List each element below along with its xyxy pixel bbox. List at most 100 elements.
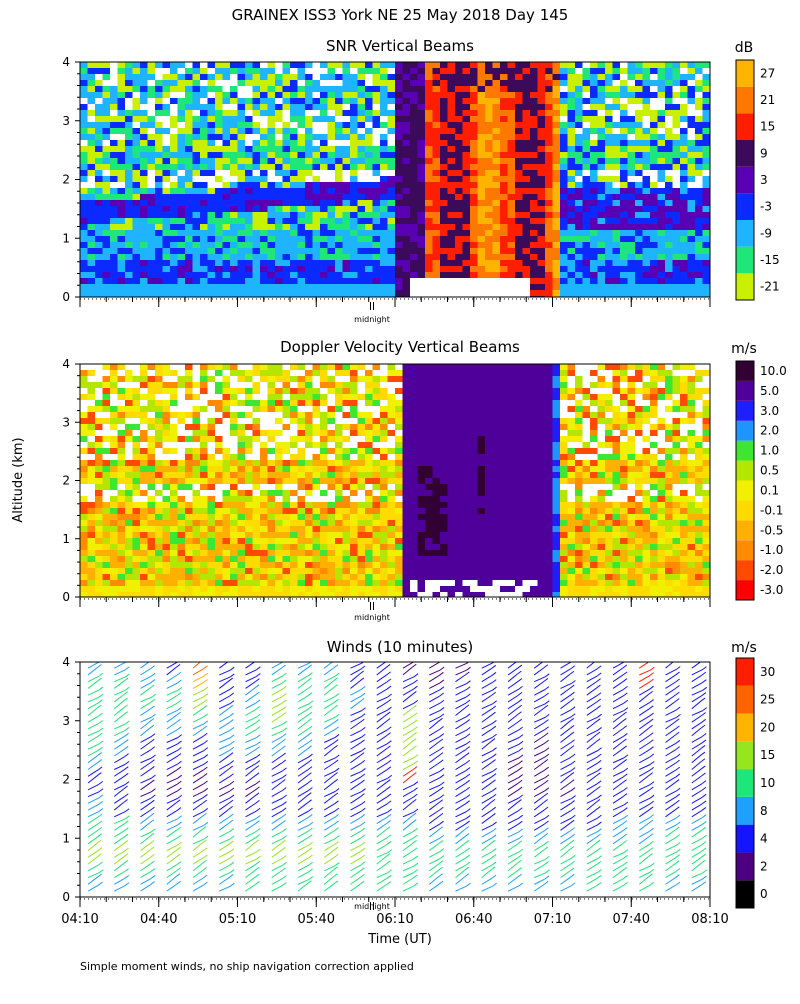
snr-field-cell xyxy=(583,116,591,123)
snr-field-cell xyxy=(590,266,598,273)
doppler-field-cell xyxy=(95,538,103,545)
doppler-field-cell xyxy=(208,532,216,539)
snr-field-cell xyxy=(448,284,456,291)
snr-field-cell xyxy=(703,146,711,153)
snr-field-cell xyxy=(238,200,246,207)
snr-field-cell xyxy=(290,62,298,69)
doppler-field-cell xyxy=(88,586,96,593)
snr-colorbar-label: 21 xyxy=(760,93,775,107)
snr-field-cell xyxy=(650,212,658,219)
doppler-field-cell xyxy=(133,490,141,497)
snr-field-cell xyxy=(403,266,411,273)
snr-field-cell xyxy=(433,266,441,273)
snr-field-cell xyxy=(470,194,478,201)
snr-field-cell xyxy=(695,206,703,213)
doppler-field-cell xyxy=(148,430,156,437)
snr-field-cell xyxy=(350,266,358,273)
snr-field-cell xyxy=(583,170,591,177)
snr-field-cell xyxy=(238,188,246,195)
snr-field-cell xyxy=(305,236,313,243)
snr-field-cell xyxy=(425,200,433,207)
doppler-field-cell xyxy=(88,442,96,449)
doppler-field-cell xyxy=(118,520,126,527)
snr-field-cell xyxy=(80,290,88,297)
snr-field-cell xyxy=(343,128,351,135)
doppler-field-cell xyxy=(260,412,268,419)
snr-field-cell xyxy=(343,122,351,129)
snr-field-cell xyxy=(403,278,411,285)
snr-field-cell xyxy=(110,254,118,261)
snr-field-cell xyxy=(335,116,343,123)
snr-field-cell xyxy=(140,272,148,279)
snr-field-cell xyxy=(628,176,636,183)
snr-field-cell xyxy=(245,110,253,117)
snr-field-cell xyxy=(95,206,103,213)
snr-field-cell xyxy=(185,242,193,249)
snr-field-cell xyxy=(88,116,96,123)
snr-field-cell xyxy=(118,62,126,69)
doppler-field-cell xyxy=(358,496,366,503)
snr-field-cell xyxy=(320,170,328,177)
doppler-field-cell xyxy=(275,538,283,545)
snr-field-cell xyxy=(313,206,321,213)
snr-field-cell xyxy=(508,182,516,189)
snr-field-cell xyxy=(545,224,553,231)
snr-field-cell xyxy=(110,158,118,165)
snr-field-cell xyxy=(350,212,358,219)
snr-field-cell xyxy=(470,110,478,117)
doppler-field-cell xyxy=(200,544,208,551)
snr-field-cell xyxy=(140,158,148,165)
doppler-field-cell xyxy=(320,370,328,377)
doppler-field-cell xyxy=(155,454,163,461)
snr-field-cell xyxy=(313,62,321,69)
snr-field-cell xyxy=(103,254,111,261)
doppler-field-cell xyxy=(343,382,351,389)
snr-field-cell xyxy=(253,86,261,93)
doppler-field-cell xyxy=(343,448,351,455)
doppler-field-cell xyxy=(193,376,201,383)
snr-field-cell xyxy=(515,260,523,267)
snr-field-cell xyxy=(148,92,156,99)
doppler-field-cell xyxy=(110,436,118,443)
snr-field-cell xyxy=(538,266,546,273)
snr-field-cell xyxy=(290,80,298,87)
snr-field-cell xyxy=(448,68,456,75)
snr-field-cell xyxy=(590,230,598,237)
doppler-field-cell xyxy=(200,568,208,575)
snr-field-cell xyxy=(650,116,658,123)
snr-field-cell xyxy=(253,152,261,159)
snr-field-cell xyxy=(230,140,238,147)
snr-field-cell xyxy=(485,146,493,153)
snr-field-cell xyxy=(575,206,583,213)
doppler-field-cell xyxy=(245,376,253,383)
snr-field-cell xyxy=(253,200,261,207)
snr-field-cell xyxy=(170,236,178,243)
snr-field-cell xyxy=(178,224,186,231)
snr-field-cell xyxy=(478,182,486,189)
doppler-field-cell xyxy=(185,538,193,545)
snr-field-cell xyxy=(238,212,246,219)
doppler-field-cell xyxy=(118,580,126,587)
snr-field-cell xyxy=(658,230,666,237)
snr-field-cell xyxy=(290,170,298,177)
doppler-field-cell xyxy=(350,370,358,377)
snr-field-cell xyxy=(365,104,373,111)
snr-field-cell xyxy=(455,200,463,207)
snr-field-cell xyxy=(343,230,351,237)
doppler-field-cell xyxy=(253,436,261,443)
snr-field-cell xyxy=(560,62,568,69)
snr-field-cell xyxy=(508,224,516,231)
doppler-field-cell xyxy=(290,568,298,575)
doppler-field-cell xyxy=(110,568,118,575)
snr-field-cell xyxy=(493,236,501,243)
snr-field-cell xyxy=(103,224,111,231)
snr-field-cell xyxy=(283,116,291,123)
snr-field-cell xyxy=(658,110,666,117)
snr-field-cell xyxy=(260,68,268,75)
doppler-field-cell xyxy=(320,466,328,473)
doppler-field-cell xyxy=(298,406,306,413)
doppler-field-cell xyxy=(350,412,358,419)
doppler-field-cell xyxy=(365,448,373,455)
snr-field-cell xyxy=(665,248,673,255)
snr-field-cell xyxy=(200,224,208,231)
